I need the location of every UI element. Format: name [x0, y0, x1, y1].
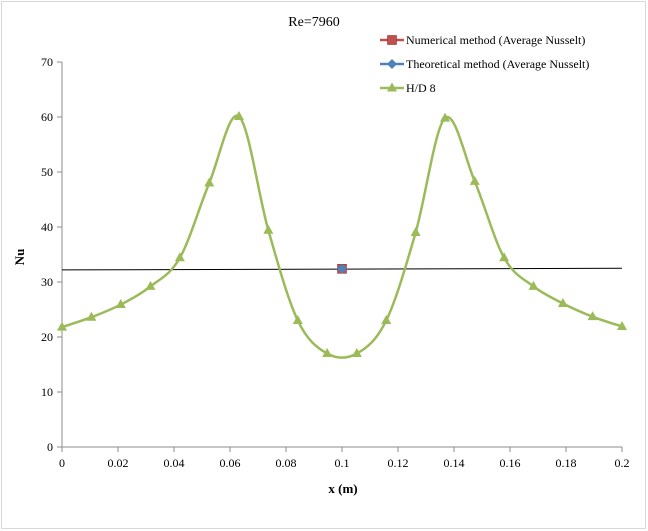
data-point: [145, 280, 156, 290]
x-tick-label: 0.14: [444, 456, 465, 470]
x-tick-label: 0.1: [335, 456, 350, 470]
y-tick-label: 20: [41, 330, 53, 344]
data-point: [337, 263, 347, 274]
data-point: [351, 348, 362, 357]
data-point: [292, 315, 303, 324]
y-tick-label: 10: [41, 385, 53, 399]
x-axis-label: x (m): [328, 481, 357, 496]
legend-marker: [387, 59, 397, 69]
data-point: [499, 252, 510, 262]
data-point: [469, 175, 480, 185]
y-tick-label: 0: [47, 440, 53, 454]
x-tick-label: 0.18: [556, 456, 577, 470]
data-point: [115, 299, 126, 309]
data-point: [86, 311, 97, 321]
y-tick-label: 30: [41, 275, 53, 289]
x-tick-label: 0.16: [500, 456, 521, 470]
data-point: [57, 321, 67, 331]
legend-label: Numerical method (Average Nusselt): [406, 33, 585, 47]
legend-marker: [387, 35, 397, 45]
data-point: [204, 177, 215, 187]
y-tick-label: 60: [41, 110, 53, 124]
data-point: [410, 227, 421, 236]
data-point: [174, 252, 185, 262]
x-tick-label: 0.06: [220, 456, 241, 470]
legend-label: Theoretical method (Average Nusselt): [406, 57, 589, 71]
x-tick-label: 0.12: [388, 456, 409, 470]
data-point: [322, 348, 333, 357]
x-tick-label: 0: [59, 456, 65, 470]
y-axis-label: Nu: [12, 249, 27, 266]
data-point: [440, 112, 451, 122]
legend-label: H/D 8: [406, 81, 436, 95]
y-tick-label: 40: [41, 220, 53, 234]
legend-marker: [387, 82, 397, 92]
data-point: [557, 297, 568, 307]
y-tick-label: 70: [41, 55, 53, 69]
data-point: [381, 315, 392, 324]
data-point: [263, 224, 274, 234]
data-point: [587, 311, 598, 321]
data-point: [617, 321, 627, 331]
x-tick-label: 0.08: [276, 456, 297, 470]
x-tick-label: 0.2: [615, 456, 630, 470]
chart-title: Re=7960: [288, 15, 339, 30]
y-tick-label: 50: [41, 165, 53, 179]
data-point: [528, 280, 539, 290]
data-point: [233, 110, 244, 120]
x-tick-label: 0.02: [108, 456, 129, 470]
series-line-3: [61, 114, 623, 359]
x-tick-label: 0.04: [164, 456, 185, 470]
